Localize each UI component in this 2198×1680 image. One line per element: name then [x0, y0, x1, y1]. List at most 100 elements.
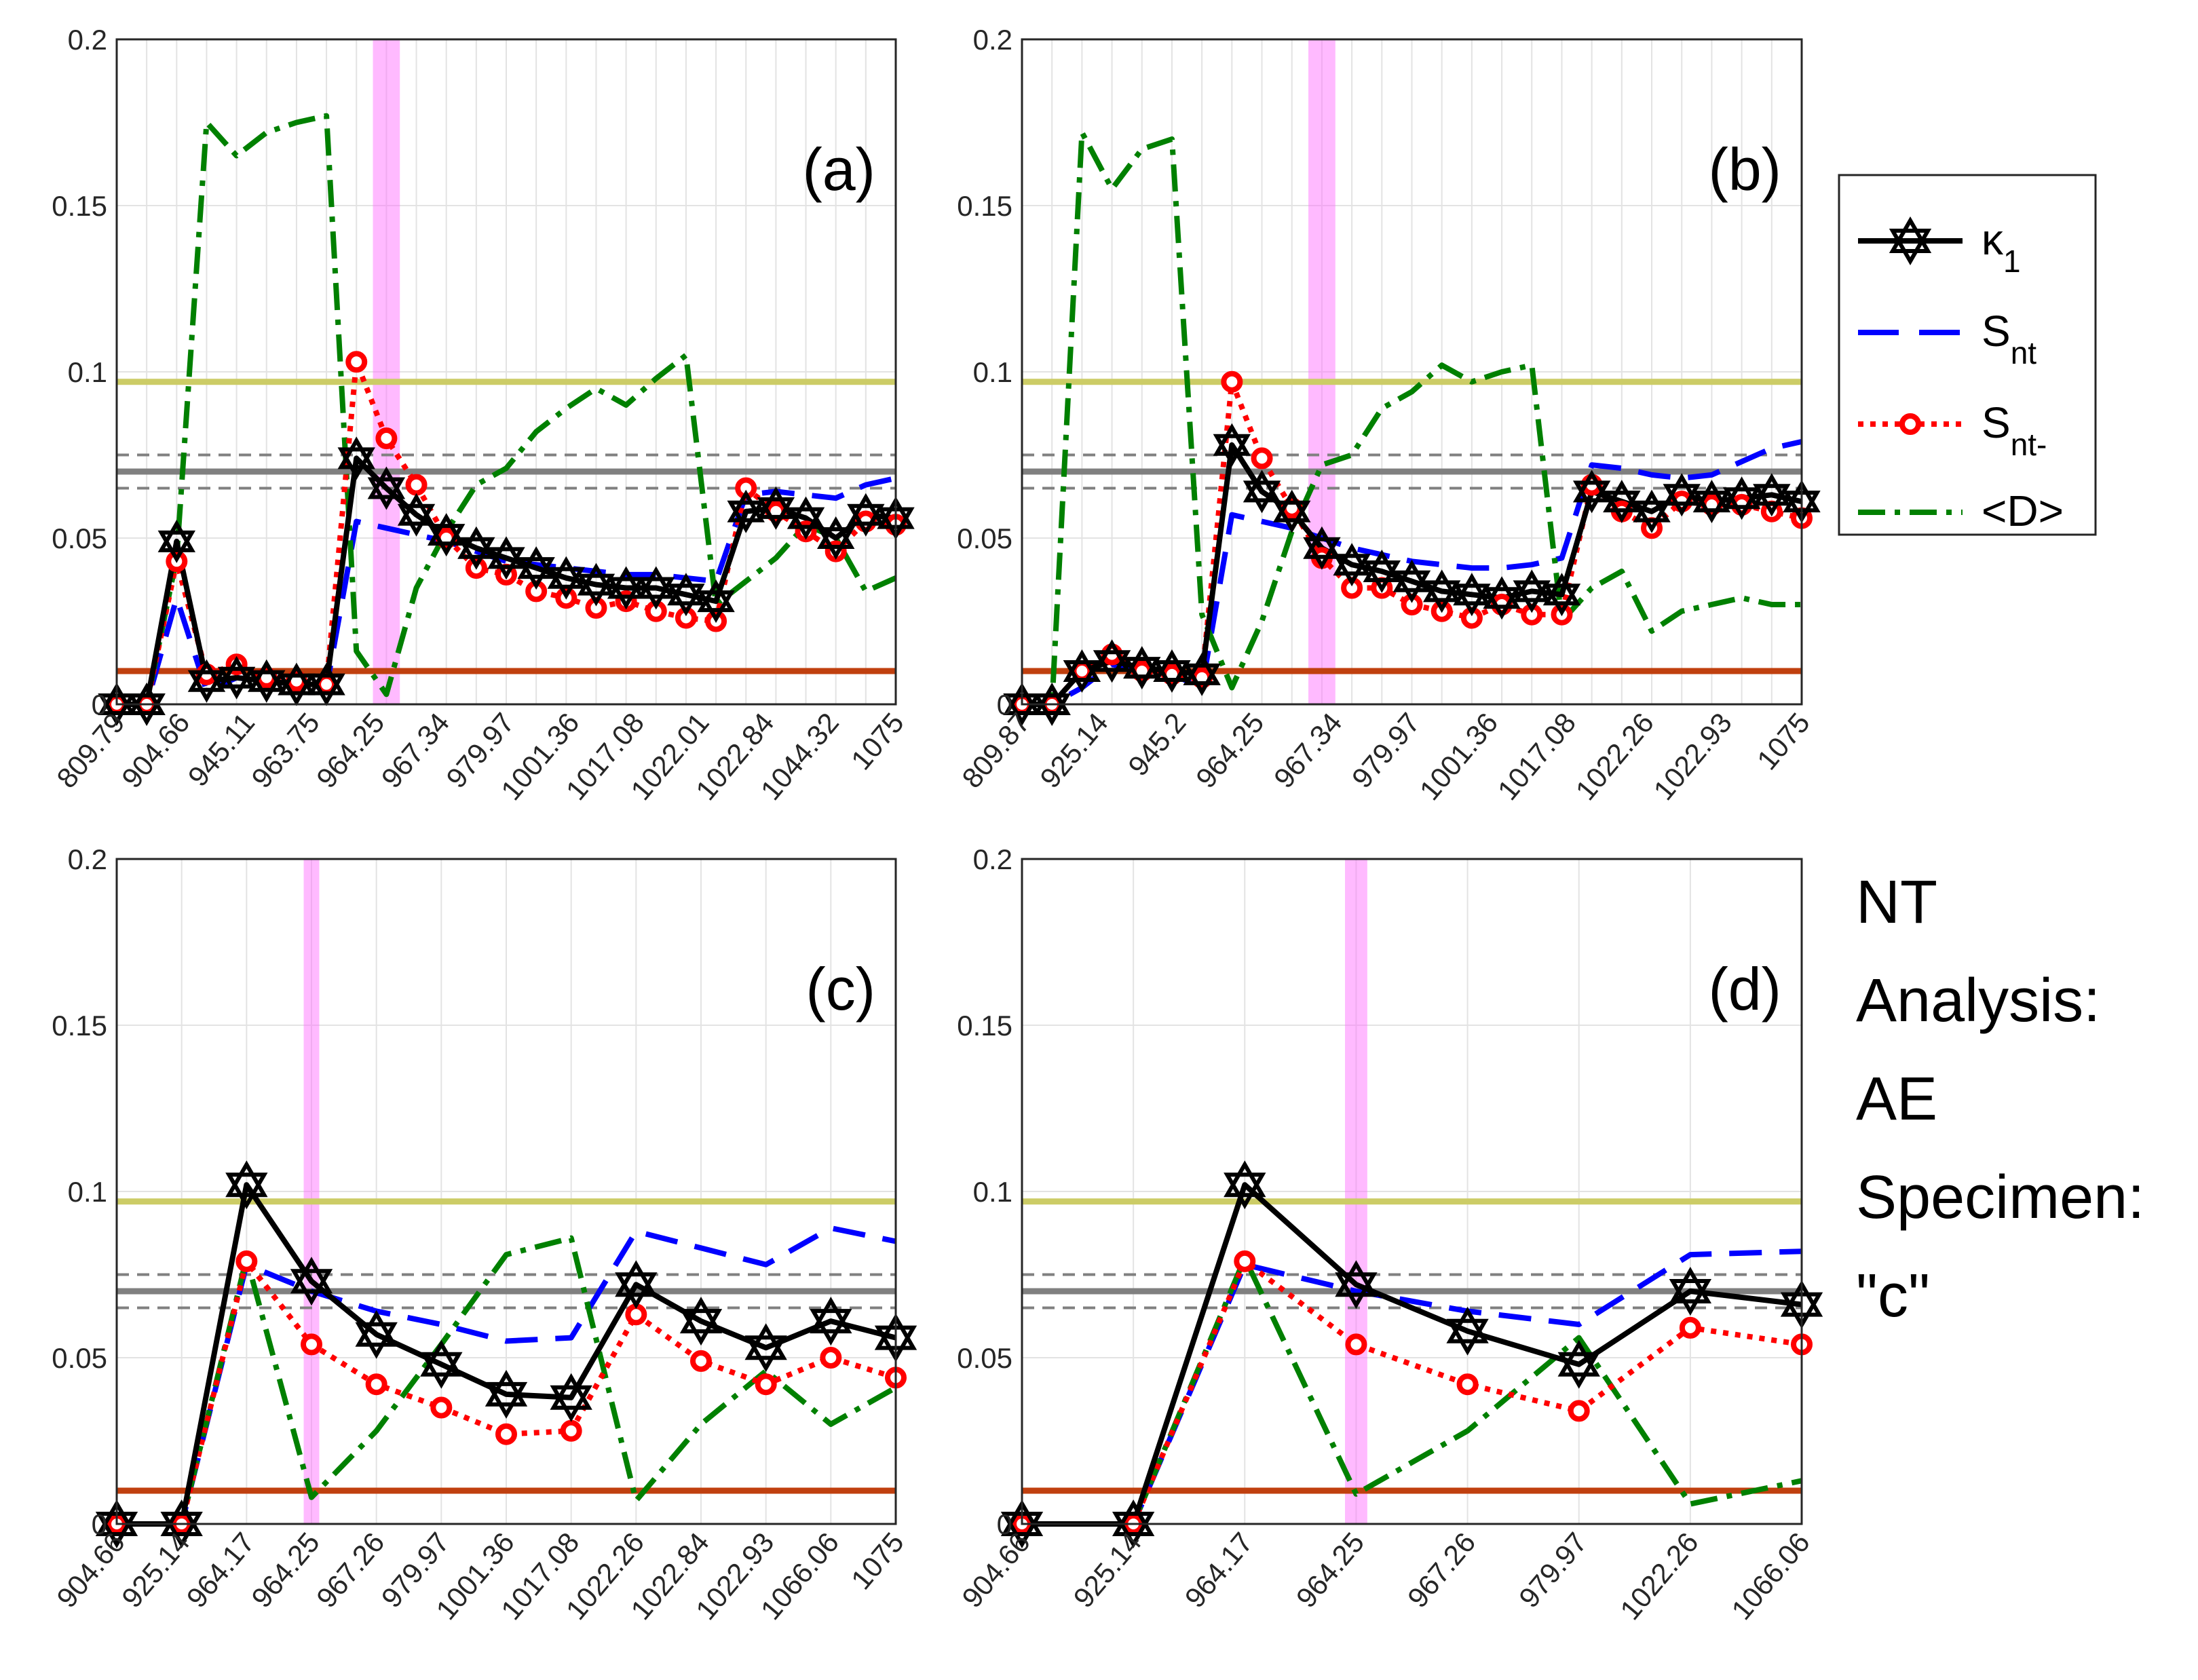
y-tick-label: 0	[997, 689, 1012, 721]
marker-k1	[487, 536, 525, 580]
marker-k1	[1633, 489, 1671, 533]
marker-sntm	[755, 1373, 777, 1396]
legend-subscript: 1	[2003, 244, 2021, 279]
marker-k1	[1453, 573, 1491, 617]
marker-k1	[1392, 559, 1431, 603]
marker-k1	[367, 466, 406, 510]
marker-k1	[1669, 1266, 1712, 1316]
marker-k1	[1363, 549, 1401, 594]
x-tick-label: 964.25	[245, 1527, 326, 1614]
marker-sntm	[820, 1347, 842, 1369]
x-tick-label: 904.66	[115, 707, 196, 795]
y-tick-label: 0	[92, 1508, 107, 1540]
x-tick-label: 967.34	[375, 707, 456, 795]
x-tick-label: 964.17	[181, 1527, 261, 1614]
marker-k1	[1753, 473, 1791, 517]
marker-k1	[1112, 1499, 1155, 1549]
marker-k1	[187, 659, 226, 703]
marker-k1	[577, 562, 615, 607]
marker-k1	[217, 655, 256, 700]
marker-k1	[337, 436, 375, 480]
marker-k1	[1513, 569, 1551, 613]
marker-k1	[517, 546, 555, 590]
marker-sntm	[301, 1333, 322, 1356]
marker-k1	[1243, 470, 1281, 514]
marker-k1	[1422, 569, 1461, 613]
marker-k1	[1483, 576, 1521, 620]
y-tick-label: 0.1	[973, 356, 1012, 388]
x-tick-label: 1017.08	[1492, 707, 1583, 807]
marker-k1	[485, 1369, 528, 1419]
marker-k1	[457, 526, 495, 570]
legend-box	[1838, 174, 2097, 536]
series-line-D	[1022, 130, 1802, 707]
y-tick-label: 0.15	[957, 1010, 1012, 1042]
marker-k1	[248, 659, 286, 703]
marker-sntm	[235, 1250, 258, 1272]
marker-k1	[847, 493, 885, 537]
marker-k1	[816, 516, 855, 560]
marker-k1	[547, 556, 586, 600]
marker-sntm	[405, 474, 428, 496]
marker-k1	[1273, 489, 1311, 533]
marker-k1	[1722, 476, 1761, 520]
marker-k1	[427, 513, 466, 557]
marker-sntm	[1221, 370, 1243, 393]
series-line-sntm	[1022, 1258, 1802, 1527]
marker-k1	[278, 662, 316, 706]
legend-subscript: nt	[2011, 335, 2037, 370]
y-tick-label: 0.05	[957, 1342, 1012, 1374]
caption-line-4: Specimen:	[1856, 1164, 2144, 1232]
marker-sntm	[690, 1350, 712, 1372]
marker-k1	[420, 1339, 463, 1389]
legend-marker-sntm	[1899, 413, 1921, 435]
y-tick-label: 0.05	[52, 522, 107, 554]
panel-label: (b)	[1708, 136, 1781, 203]
y-tick-label: 0	[997, 1508, 1012, 1540]
x-tick-label: 1075	[845, 707, 910, 776]
y-tick-label: 0.1	[68, 356, 107, 388]
x-tick-label: 979.97	[1513, 1527, 1593, 1614]
x-tick-label: 925.14	[115, 1527, 196, 1614]
marker-k1	[615, 1260, 658, 1310]
marker-k1	[1063, 649, 1101, 693]
marker-sntm	[560, 1419, 582, 1442]
panel-label: (d)	[1708, 955, 1781, 1023]
marker-k1	[810, 1297, 852, 1346]
x-tick-label: 925.14	[1067, 1527, 1148, 1614]
y-tick-label: 0.15	[52, 190, 107, 222]
axes-box	[1021, 858, 1803, 1525]
marker-sntm	[430, 1396, 453, 1419]
y-tick-label: 0.2	[973, 843, 1012, 875]
x-tick-label: 963.75	[245, 707, 326, 795]
marker-sntm	[1345, 1333, 1367, 1356]
marker-sntm	[365, 1373, 387, 1396]
y-tick-label: 0.05	[52, 1342, 107, 1374]
marker-k1	[607, 566, 645, 610]
marker-sntm	[1568, 1400, 1590, 1422]
marker-k1	[1446, 1306, 1489, 1356]
marker-k1	[1572, 470, 1611, 514]
marker-k1	[1335, 1260, 1378, 1310]
caption-line-3: AE	[1856, 1065, 1937, 1133]
x-tick-label: 964.25	[310, 707, 391, 795]
x-tick-label: 1066.06	[1725, 1527, 1816, 1626]
marker-sntm	[1456, 1373, 1479, 1396]
x-tick-label: 964.25	[1290, 1527, 1371, 1614]
x-tick-label: 979.97	[1346, 707, 1426, 795]
x-tick-label: 964.25	[1190, 707, 1270, 795]
marker-sntm	[345, 351, 368, 373]
panel-a: 00.050.10.150.2809.79904.66945.11963.759…	[50, 24, 915, 806]
marker-k1	[1542, 573, 1581, 617]
marker-k1	[1123, 646, 1161, 690]
marker-k1	[1224, 1160, 1266, 1210]
marker-k1	[667, 573, 705, 617]
marker-k1	[787, 496, 825, 540]
x-tick-label: 967.34	[1268, 707, 1348, 795]
marker-k1	[550, 1373, 592, 1422]
panel-c: 0 0.05 0.1 0.15 0.2 904.66925.14964.17964.259…	[50, 843, 917, 1626]
y-tick-label: 0.05	[957, 522, 1012, 554]
highlight-band	[373, 39, 400, 704]
marker-k1	[355, 1310, 398, 1359]
